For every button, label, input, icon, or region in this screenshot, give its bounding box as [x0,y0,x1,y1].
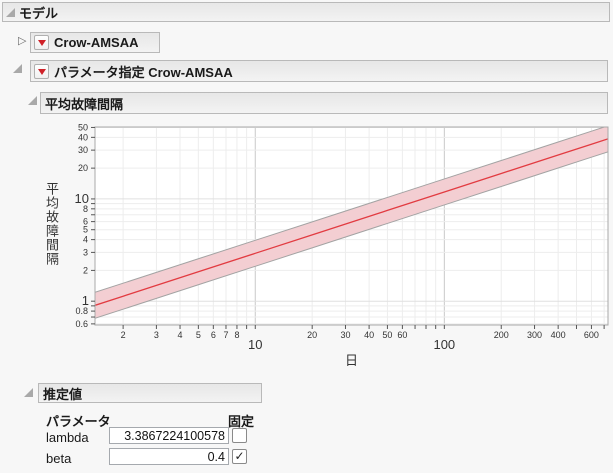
outline-header-mtbf[interactable]: 平均故障間隔 [40,92,608,114]
svg-text:300: 300 [527,330,542,340]
svg-text:10: 10 [75,191,89,206]
parameter-name-lambda: lambda [46,430,89,445]
y-axis-title[interactable]: 平均故障間隔 [44,182,59,266]
disclosure-collapsed-icon[interactable]: ▷ [18,35,27,47]
beta-value-input[interactable] [109,448,229,465]
svg-text:5: 5 [196,330,201,340]
svg-text:600: 600 [584,330,599,340]
param-spec-header-label: パラメータ指定 Crow-AMSAA [54,64,233,80]
svg-text:30: 30 [340,330,350,340]
svg-text:400: 400 [551,330,566,340]
column-header-fixed: 固定 [228,414,255,429]
svg-text:60: 60 [397,330,407,340]
outline-header-estimates[interactable]: 推定値 [38,383,262,403]
svg-text:7: 7 [223,330,228,340]
svg-text:40: 40 [364,330,374,340]
parameter-name-beta: beta [46,451,72,466]
svg-text:50: 50 [382,330,392,340]
estimates-header-label: 推定値 [43,386,83,402]
lambda-fixed-checkbox[interactable] [232,428,247,443]
svg-text:50: 50 [78,122,88,132]
svg-text:10: 10 [248,337,262,352]
disclosure-open-icon[interactable] [13,64,22,73]
svg-text:5: 5 [83,225,88,235]
red-triangle-menu-param-spec[interactable] [34,63,49,79]
outline-header-crow-amsaa[interactable]: Crow-AMSAA [30,32,160,53]
svg-text:4: 4 [83,235,88,245]
svg-text:8: 8 [83,204,88,214]
svg-text:0.8: 0.8 [75,306,88,316]
svg-text:6: 6 [83,217,88,227]
red-triangle-icon [37,68,46,75]
svg-text:30: 30 [78,145,88,155]
svg-text:1: 1 [82,293,89,308]
svg-text:6: 6 [211,330,216,340]
svg-text:8: 8 [234,330,239,340]
disclosure-open-icon[interactable] [6,7,15,17]
disclosure-open-icon[interactable] [28,96,37,105]
mtbf-header-label: 平均故障間隔 [45,96,124,112]
outline-header-param-spec[interactable]: パラメータ指定 Crow-AMSAA [30,60,608,82]
svg-text:3: 3 [83,247,88,257]
crow-amsaa-header-label: Crow-AMSAA [54,35,139,50]
svg-text:100: 100 [433,337,455,352]
column-header-parameter: パラメータ [46,414,111,429]
svg-text:2: 2 [121,330,126,340]
disclosure-open-icon[interactable] [24,388,33,397]
svg-text:3: 3 [154,330,159,340]
svg-text:20: 20 [307,330,317,340]
svg-text:40: 40 [78,132,88,142]
red-triangle-menu-crow-amsaa[interactable] [34,35,49,50]
red-triangle-icon [37,40,46,46]
svg-text:2: 2 [83,265,88,275]
svg-text:日: 日 [345,353,358,368]
beta-fixed-checkbox[interactable]: ✓ [232,449,247,464]
svg-text:0.6: 0.6 [75,319,88,329]
model-header-label: モデル [19,5,59,21]
svg-text:20: 20 [78,163,88,173]
svg-text:200: 200 [494,330,509,340]
svg-text:4: 4 [178,330,183,340]
lambda-value-input[interactable] [109,427,229,444]
outline-header-model[interactable]: モデル [2,2,610,22]
